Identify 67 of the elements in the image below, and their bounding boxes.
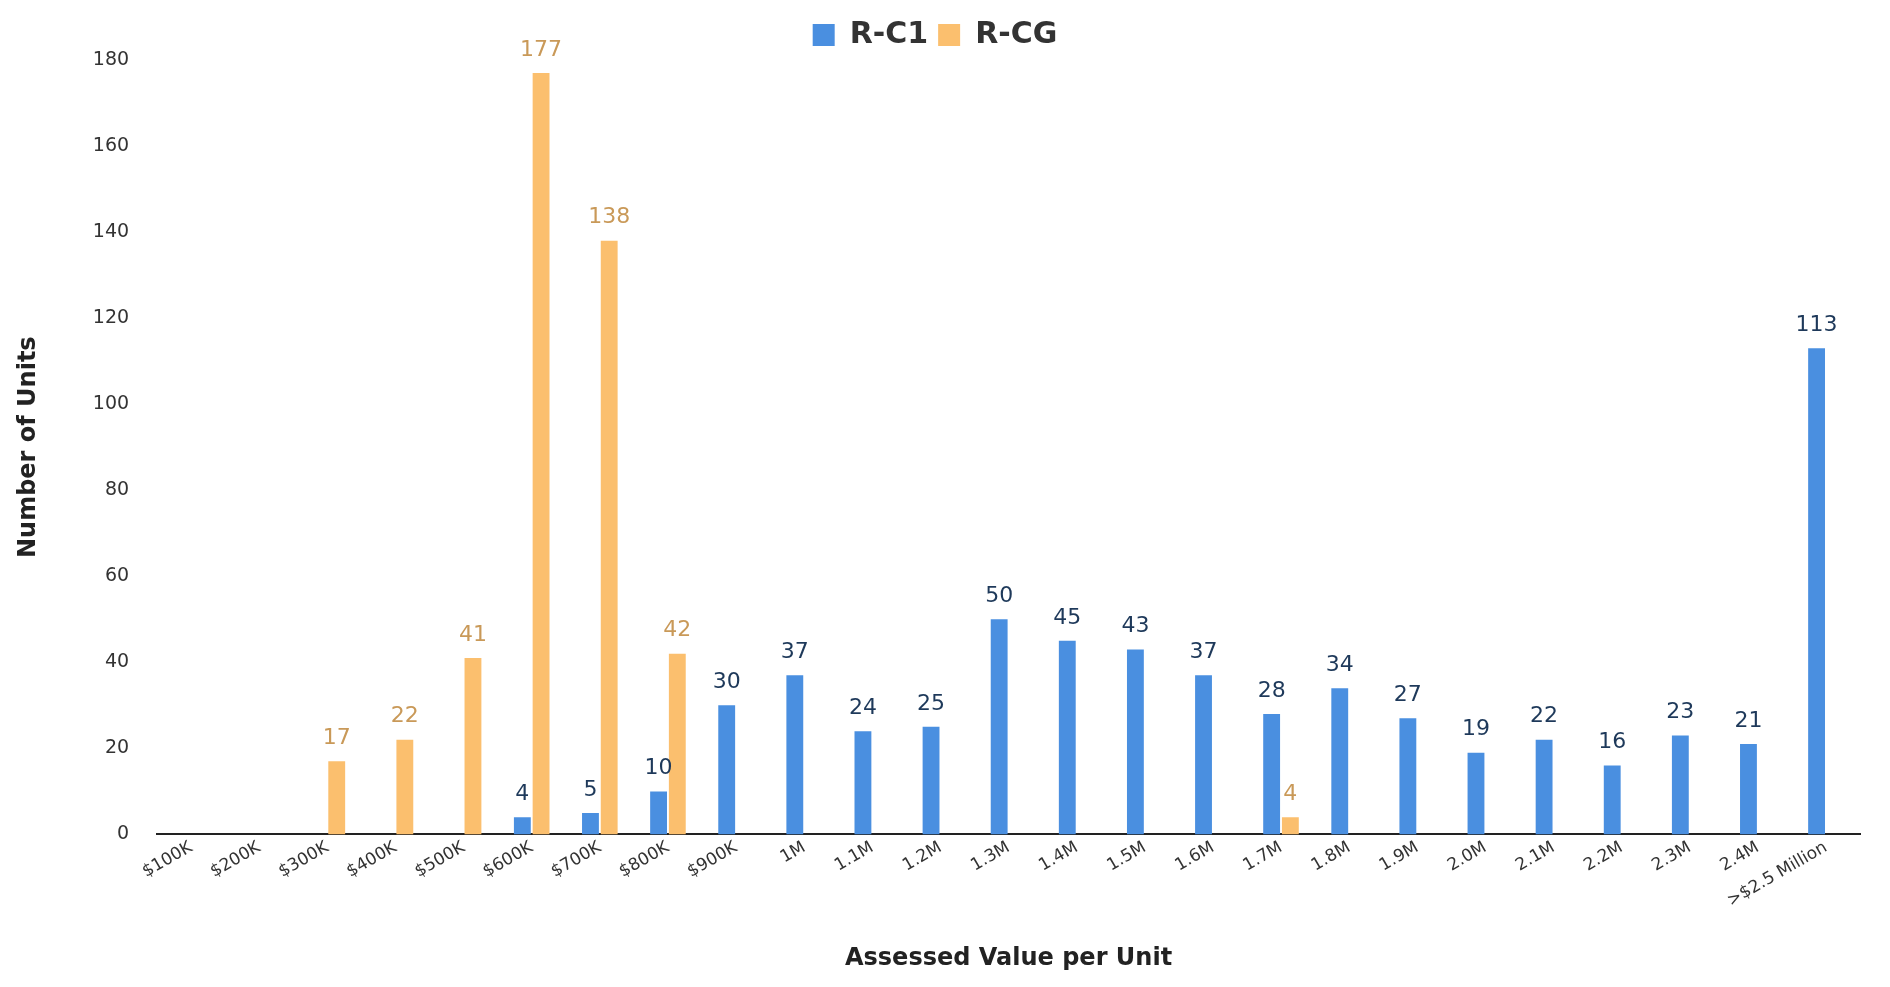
bar [922, 726, 940, 835]
y-tick-label: 20 [104, 735, 130, 758]
bar [600, 240, 618, 835]
x-tick-label: 1M [776, 836, 809, 867]
bar [464, 658, 482, 835]
data-label: 4 [515, 779, 530, 805]
data-label: 177 [520, 35, 563, 61]
data-label: 21 [1734, 706, 1763, 732]
data-label: 30 [712, 668, 741, 694]
data-label: 41 [458, 620, 487, 646]
bar [650, 791, 668, 835]
bar [396, 739, 414, 835]
bar [1535, 739, 1553, 835]
bar [1467, 752, 1485, 835]
bar [1399, 718, 1417, 835]
y-tick-label: 100 [92, 391, 130, 414]
data-label: 113 [1795, 310, 1838, 336]
bar [1331, 688, 1349, 835]
data-label: 22 [390, 702, 419, 728]
bar [1263, 713, 1281, 835]
bar [854, 731, 872, 835]
y-tick-label: 0 [116, 821, 130, 844]
data-label: 23 [1666, 698, 1695, 724]
data-label: 45 [1053, 603, 1082, 629]
bar [990, 619, 1008, 835]
data-label: 28 [1257, 676, 1286, 702]
y-tick-label: 140 [92, 219, 130, 242]
data-label: 37 [1189, 637, 1218, 663]
y-tick-label: 80 [104, 477, 130, 500]
y-tick-label: 60 [104, 563, 130, 586]
legend-label: R-CG [975, 14, 1058, 50]
data-label: 50 [985, 582, 1014, 608]
bar [718, 705, 736, 835]
y-axis-title: Number of Units [12, 336, 41, 559]
data-label: 24 [848, 693, 877, 719]
bar [1808, 348, 1826, 835]
bar [1671, 735, 1689, 835]
data-label: 4 [1283, 779, 1298, 805]
bar [1603, 765, 1621, 835]
y-tick-label: 160 [92, 132, 130, 155]
bar [1126, 649, 1144, 835]
x-axis-title: Assessed Value per Unit [844, 942, 1173, 971]
bar [513, 817, 531, 835]
legend-label: R-C1 [849, 14, 929, 50]
bar [582, 812, 599, 835]
bar [532, 72, 550, 835]
y-tick-label: 120 [92, 305, 130, 328]
bar [1281, 817, 1299, 835]
data-label: 22 [1530, 702, 1559, 728]
bar [786, 675, 804, 835]
y-tick-label: 180 [92, 46, 130, 69]
bar [328, 761, 346, 835]
bar [1740, 744, 1757, 835]
bar [1058, 640, 1076, 835]
data-label: 42 [663, 616, 692, 642]
data-label: 138 [588, 203, 631, 229]
data-label: 16 [1598, 728, 1627, 754]
y-tick-label: 40 [104, 649, 130, 672]
data-label: 34 [1325, 650, 1354, 676]
data-label: 43 [1121, 612, 1150, 638]
data-label: 5 [583, 775, 598, 801]
bar [1195, 675, 1212, 835]
data-label: 17 [322, 724, 351, 749]
data-label: 37 [780, 637, 809, 663]
data-label: 27 [1393, 680, 1422, 706]
data-label: 19 [1461, 715, 1490, 741]
data-label: 25 [917, 689, 946, 715]
